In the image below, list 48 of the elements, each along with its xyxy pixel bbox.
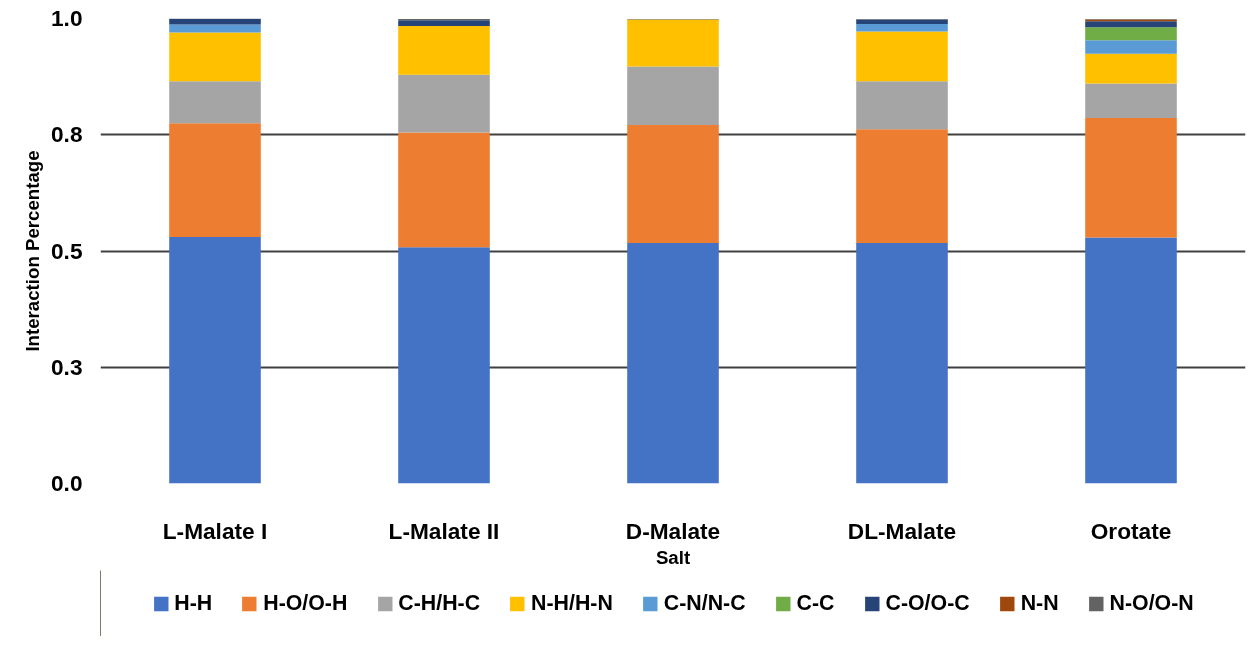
bar — [398, 25, 490, 75]
x-tick-label: DL-Malate — [847, 517, 957, 544]
bar — [1085, 27, 1177, 41]
x-axis-title: Salt — [655, 546, 691, 568]
legend-label: C-N/N-C — [663, 590, 746, 616]
bar — [398, 247, 490, 484]
bar — [169, 32, 261, 82]
bar — [856, 31, 948, 82]
y-tick-label: 0.8 — [51, 121, 83, 148]
bar — [1085, 21, 1177, 28]
bar — [169, 81, 261, 124]
bar — [398, 20, 490, 26]
x-tick-label: D-Malate — [625, 517, 721, 544]
bar — [856, 243, 948, 484]
legend-label: N-O/O-N — [1109, 590, 1194, 616]
bar — [627, 124, 719, 244]
bar — [1085, 53, 1177, 84]
bar — [627, 243, 719, 484]
bar — [169, 18, 261, 25]
bar — [856, 81, 948, 130]
bar — [398, 132, 490, 248]
bar — [1085, 40, 1177, 54]
legend-label: H-O/O-H — [263, 590, 348, 616]
bar — [627, 19, 719, 67]
x-tick-label: Orotate — [1090, 517, 1172, 544]
bar — [1085, 237, 1177, 484]
y-tick-label: 0.0 — [51, 470, 83, 496]
y-tick-label: 0.3 — [51, 353, 83, 380]
bar — [856, 129, 948, 244]
bar — [856, 19, 948, 25]
legend-label: C-H/H-C — [398, 590, 481, 616]
bar — [1085, 83, 1177, 119]
y-axis-title: Interaction Percentage — [22, 150, 43, 352]
y-tick-label: 0.5 — [51, 237, 83, 264]
legend-label: N-H/H-N — [531, 590, 613, 616]
legend-label: C-O/O-C — [885, 590, 970, 616]
x-tick-label: L-Malate II — [388, 517, 500, 544]
y-tick-label: 1.0 — [51, 5, 83, 31]
legend-label: C-C — [796, 590, 835, 616]
x-tick-label: L-Malate I — [162, 517, 268, 544]
bar — [398, 74, 490, 133]
bar — [169, 237, 261, 484]
legend-label: N-N — [1020, 590, 1059, 616]
bar — [1085, 118, 1177, 238]
bar — [856, 24, 948, 32]
bar — [627, 66, 719, 125]
bar — [169, 123, 261, 238]
legend-label: H-H — [174, 590, 213, 616]
